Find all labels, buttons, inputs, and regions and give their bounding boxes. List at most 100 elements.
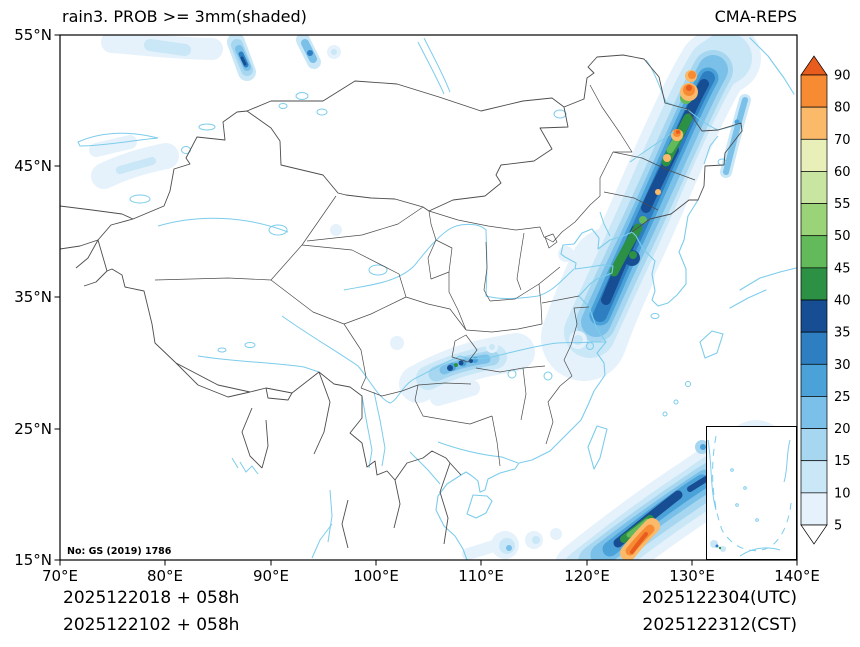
figure-title: rain3. PROB >= 3mm(shaded) bbox=[62, 7, 307, 26]
colorbar-arrow-bottom bbox=[800, 524, 828, 545]
korea-coastline bbox=[631, 199, 699, 307]
colorbar-segment-90 bbox=[800, 74, 828, 108]
precipitation-shading bbox=[89, 35, 788, 560]
vietnam-laos-border bbox=[439, 462, 451, 545]
colorbar-label: 40 bbox=[834, 294, 851, 309]
colorbar-label: 25 bbox=[834, 390, 851, 405]
lat-label: 35°N bbox=[14, 288, 52, 306]
hainan-island bbox=[466, 494, 493, 519]
colorbar-label: 80 bbox=[834, 101, 851, 116]
precip-region-northeast bbox=[541, 35, 761, 381]
vietnam-coast bbox=[435, 474, 468, 560]
lat-label: 45°N bbox=[14, 157, 52, 175]
myanmar-coast bbox=[311, 523, 333, 559]
coastlines-rivers bbox=[77, 37, 797, 560]
map-license: No: GS (2019) 1786 bbox=[67, 546, 172, 557]
mongolian-lake bbox=[316, 108, 328, 116]
lake-baikal bbox=[417, 41, 445, 95]
brahmaputra-river bbox=[197, 355, 320, 373]
inset-borneo-coast bbox=[739, 547, 781, 557]
bangladesh-border bbox=[241, 407, 263, 469]
axis-ticks bbox=[54, 34, 798, 566]
inset-luzon-coast bbox=[783, 439, 791, 483]
colorbar-segment-50 bbox=[800, 235, 828, 269]
mongolia-russia-border bbox=[246, 80, 565, 112]
lat-label: 25°N bbox=[14, 420, 52, 438]
colorbar-segment-70 bbox=[800, 138, 828, 172]
lake-issyk-kul bbox=[129, 194, 151, 204]
mongolian-lake bbox=[278, 103, 288, 109]
colorbar-segment-55 bbox=[800, 203, 828, 237]
footer-init-line2: 2025122102 + 058h bbox=[63, 615, 239, 635]
colorbar-segment-35 bbox=[800, 331, 828, 365]
footer-valid-cst: 2025122312(CST) bbox=[643, 615, 797, 635]
china-coastline bbox=[460, 228, 633, 493]
lake-balkhash bbox=[77, 132, 159, 147]
colorbar-label: 30 bbox=[834, 358, 851, 373]
mekong-river bbox=[373, 391, 386, 467]
tibet-lake bbox=[244, 342, 256, 348]
kashmir-line bbox=[83, 270, 108, 287]
colorbar-segment-30 bbox=[800, 363, 828, 397]
colorbar-segment-15 bbox=[800, 460, 828, 494]
colorbar-segment-10 bbox=[800, 492, 828, 526]
ryukyu-island bbox=[673, 399, 679, 405]
colorbar-segment-40 bbox=[800, 299, 828, 333]
lon-label: 140°E bbox=[774, 567, 820, 585]
colorbar-label: 60 bbox=[834, 165, 851, 180]
lon-label: 90°E bbox=[253, 567, 289, 585]
axis-labels: 55°N 45°N 35°N 25°N 15°N70°E 80°E 90°E 100°E 110… bbox=[14, 26, 820, 585]
colorbar-label: 5 bbox=[834, 519, 842, 534]
qinghai-lake bbox=[368, 264, 388, 276]
precip-region-north bbox=[101, 35, 341, 81]
irrawaddy-river bbox=[327, 489, 333, 543]
ganges-delta bbox=[239, 461, 259, 475]
lat-label: 55°N bbox=[14, 26, 52, 44]
precip-region-south bbox=[462, 528, 562, 560]
inset-island bbox=[730, 468, 734, 472]
sakhalin-coast bbox=[749, 37, 795, 95]
pearl-river bbox=[437, 441, 519, 464]
colorbar-label: 10 bbox=[834, 486, 851, 501]
bangladesh-border bbox=[261, 419, 269, 469]
ryukyu-island bbox=[662, 411, 668, 417]
jeju-island bbox=[650, 313, 660, 319]
kyushu-island bbox=[699, 330, 724, 359]
nepal-border bbox=[175, 362, 251, 398]
lake-baikal bbox=[423, 37, 451, 93]
model-label: CMA-REPS bbox=[715, 7, 797, 26]
colorbar-label: 20 bbox=[834, 422, 851, 437]
colorbar-arrow-top bbox=[800, 55, 828, 76]
lon-label: 120°E bbox=[564, 567, 610, 585]
salween-river bbox=[361, 395, 373, 469]
inset-island bbox=[743, 486, 747, 490]
liao-river bbox=[599, 211, 611, 237]
lon-label: 80°E bbox=[147, 567, 183, 585]
lop-nur bbox=[268, 224, 288, 236]
lon-label: 130°E bbox=[669, 567, 715, 585]
mongolian-lake bbox=[295, 92, 309, 100]
precip-region-central bbox=[390, 333, 535, 406]
south-china-sea-inset bbox=[706, 426, 797, 560]
kashmir-line bbox=[75, 239, 99, 269]
ryukyu-island bbox=[685, 381, 691, 387]
colorbar-label: 55 bbox=[834, 197, 851, 212]
tibet-lake bbox=[217, 347, 227, 353]
inset-island bbox=[735, 503, 739, 507]
map-content bbox=[60, 35, 797, 560]
tajik-border bbox=[60, 239, 99, 250]
india-myanmar-border bbox=[313, 371, 331, 455]
colorbar-label: 50 bbox=[834, 229, 851, 244]
myanmar-thailand-border bbox=[341, 499, 349, 549]
colorbar-segment-60 bbox=[800, 171, 828, 204]
honshu-coast bbox=[729, 289, 767, 309]
poyang-lake bbox=[543, 371, 553, 381]
hulun-lake bbox=[553, 109, 567, 119]
colorbar-segment-20 bbox=[800, 428, 828, 462]
tarim-river bbox=[157, 217, 289, 233]
yangtze-river bbox=[281, 315, 605, 404]
colorbar-label: 35 bbox=[834, 326, 851, 341]
lon-label: 100°E bbox=[353, 567, 399, 585]
